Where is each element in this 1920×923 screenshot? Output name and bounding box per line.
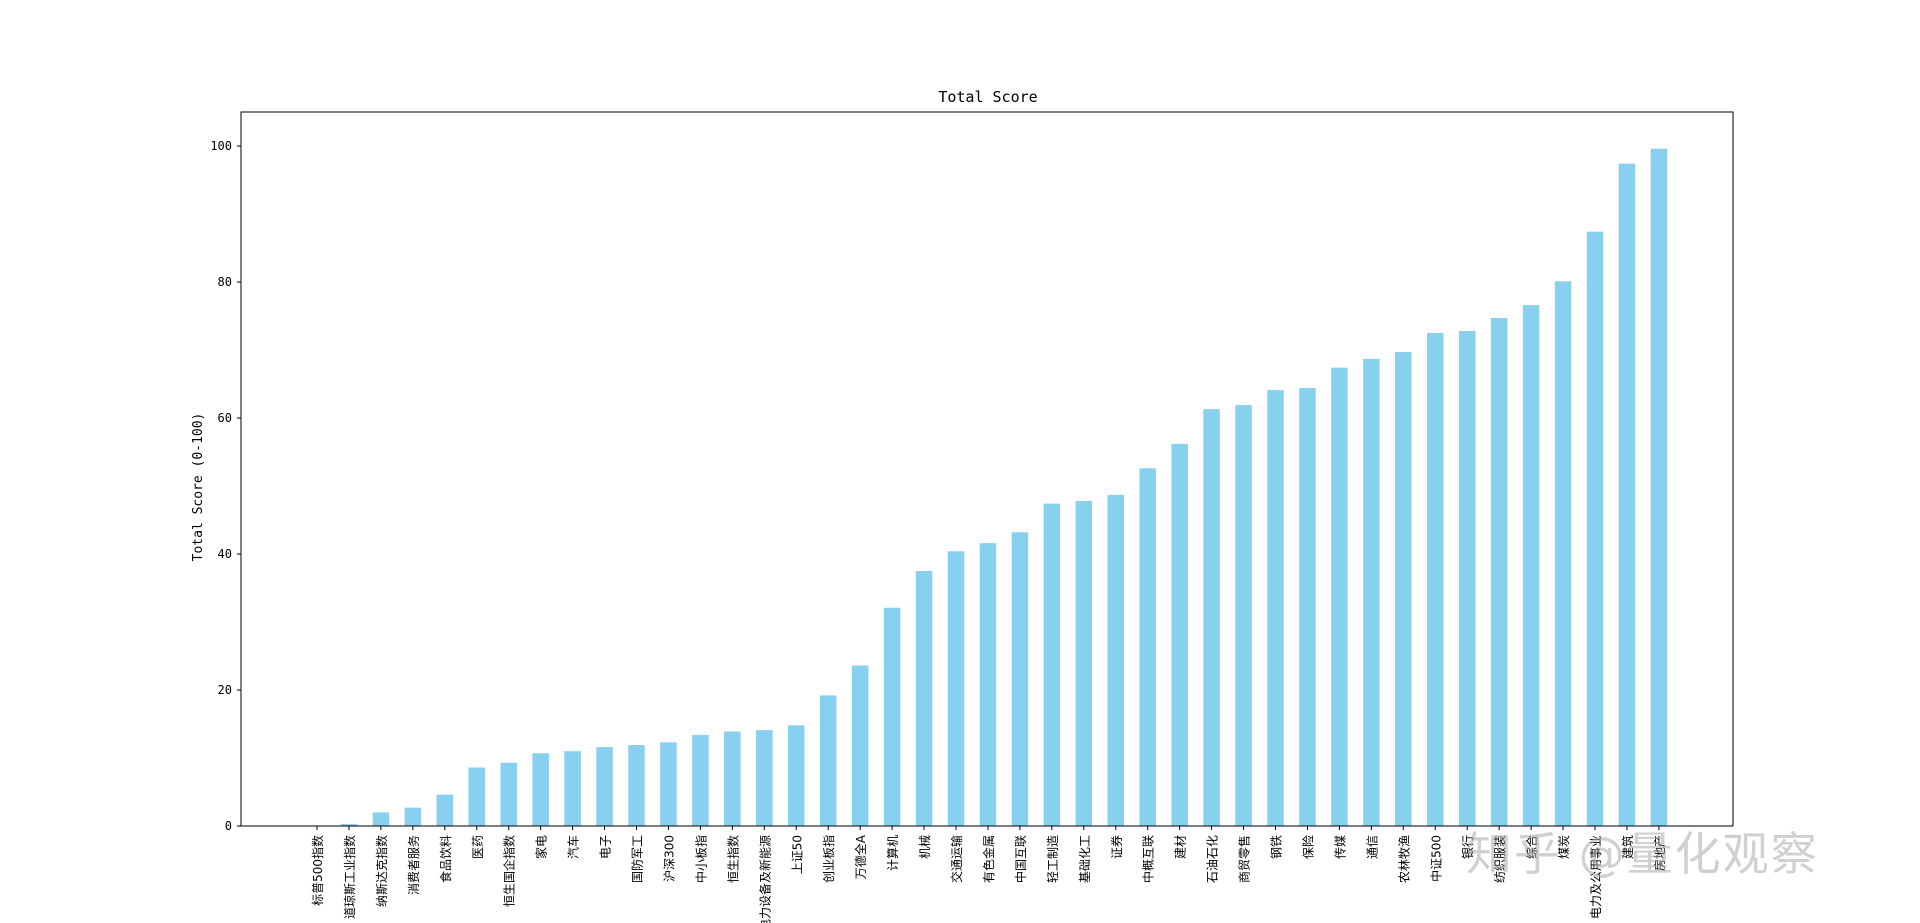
bar [532, 753, 549, 826]
x-tick-label: 消费者服务 [406, 835, 421, 895]
bar [1586, 231, 1604, 826]
x-tick-label: 建材 [1174, 835, 1188, 859]
bar [1331, 367, 1348, 826]
bar [883, 607, 901, 826]
bar [1139, 468, 1156, 826]
bar [1043, 503, 1061, 826]
x-tick-label: 创业板指 [821, 835, 836, 883]
bar [436, 794, 454, 826]
x-tick-label: 纳斯达克指数 [374, 835, 389, 907]
bar [340, 823, 358, 826]
x-tick-label: 道琼斯工业指数 [342, 835, 357, 919]
y-tick-label: 0 [225, 819, 232, 833]
x-tick-label: 电力设备及新能源 [757, 835, 772, 923]
plot-frame [240, 111, 1734, 827]
bar [1235, 405, 1252, 826]
bar [1267, 390, 1284, 826]
bar [1650, 148, 1668, 827]
y-tick-label: 20 [218, 683, 232, 697]
x-tick-label: 农林牧渔 [1397, 835, 1411, 883]
x-tick-label: 上证50 [790, 835, 804, 874]
x-tick-label: 银行 [1461, 835, 1475, 859]
bar [1395, 352, 1412, 826]
bar [404, 807, 422, 826]
x-tick-label: 商贸零售 [1237, 835, 1252, 883]
bar [1458, 330, 1476, 826]
bar [1427, 333, 1444, 826]
x-tick-label: 万德全A [853, 834, 868, 879]
x-tick-label: 家电 [534, 835, 549, 859]
bar [1522, 305, 1540, 826]
x-tick-label: 恒生国企指数 [502, 835, 517, 907]
y-tick-label: 60 [218, 411, 232, 425]
x-tick-label: 综合 [1524, 835, 1539, 859]
x-tick-label: 保险 [1300, 835, 1315, 859]
bar [692, 734, 709, 826]
x-tick-label: 标普500指数 [310, 835, 325, 906]
x-tick-label: 中证500 [1428, 835, 1443, 882]
x-tick-label: 汽车 [566, 835, 581, 859]
x-tick-label: 纺织服装 [1493, 835, 1507, 883]
bar [1363, 358, 1380, 826]
bar [724, 731, 741, 826]
x-tick-label: 通信 [1365, 835, 1379, 859]
y-tick-label: 100 [210, 139, 232, 153]
x-tick-label: 中国互联 [1013, 835, 1028, 883]
x-axis-ticks: 标普500指数 道琼斯工业指数 纳斯达克指数 消费者服务 食品饮料 医药 恒生国企指数 家电汽… [310, 826, 1667, 923]
x-tick-label: 房地产 [1652, 835, 1667, 871]
x-tick-label: 计算机 [885, 835, 900, 871]
bars-group [340, 148, 1668, 827]
bar [660, 742, 677, 826]
y-tick-label: 40 [218, 547, 232, 561]
x-tick-label: 证券 [1109, 835, 1124, 859]
bar [372, 812, 390, 826]
bar [788, 725, 805, 826]
bar [1171, 443, 1188, 826]
bar [1554, 281, 1572, 826]
x-tick-label: 中概互联 [1141, 835, 1156, 883]
bar [1107, 494, 1124, 826]
bar [756, 730, 773, 826]
x-tick-label: 交通运输 [949, 835, 964, 883]
bar [915, 571, 933, 826]
bar [979, 543, 997, 826]
bar [947, 551, 965, 826]
bar [596, 747, 613, 826]
x-tick-label: 恒生指数 [725, 835, 740, 883]
x-tick-label: 沪深300 [662, 835, 676, 882]
chart-title: Total Score [938, 88, 1037, 106]
bar [1618, 163, 1636, 826]
x-tick-label: 煤炭 [1557, 835, 1571, 859]
x-tick-label: 电力及公用事业 [1589, 835, 1603, 919]
bar [564, 751, 581, 826]
bar [500, 762, 517, 826]
bar [628, 745, 645, 826]
x-tick-label: 石油石化 [1206, 835, 1220, 883]
x-tick-label: 食品饮料 [438, 835, 453, 883]
x-tick-label: 有色金属 [981, 835, 996, 883]
x-tick-label: 电子 [599, 835, 613, 859]
x-tick-label: 轻工制造 [1046, 835, 1060, 883]
y-axis-ticks: 0 20 40 60 80 100 [210, 139, 241, 833]
bar [1299, 388, 1316, 826]
x-tick-label: 国防军工 [630, 835, 645, 883]
bar [1203, 409, 1220, 826]
x-tick-label: 传媒 [1332, 835, 1347, 859]
bar [1011, 532, 1029, 826]
x-tick-label: 基础化工 [1078, 835, 1092, 883]
x-tick-label: 钢铁 [1270, 835, 1284, 859]
x-tick-label: 中小板指 [693, 835, 708, 883]
x-tick-label: 建筑 [1620, 835, 1635, 859]
bar [1075, 500, 1093, 826]
bar [468, 767, 485, 826]
bar [851, 665, 869, 826]
bar [1490, 318, 1508, 826]
x-tick-label: 机械 [917, 835, 932, 859]
x-tick-label: 医药 [471, 835, 485, 859]
y-tick-label: 80 [218, 275, 232, 289]
y-axis-label: Total Score (0-100) [191, 413, 206, 562]
bar [819, 695, 837, 826]
